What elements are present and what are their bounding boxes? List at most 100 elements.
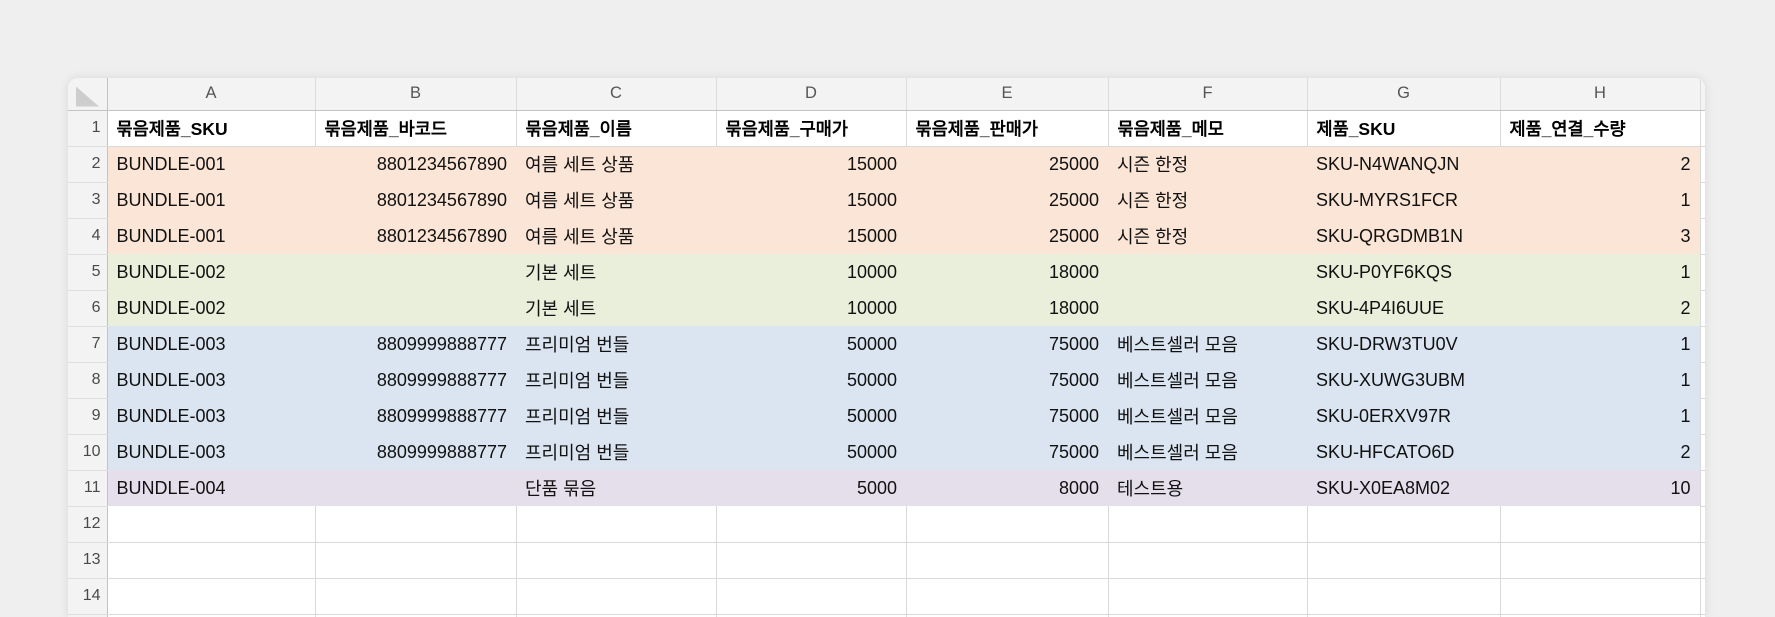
cell-H2[interactable]: 2: [1500, 146, 1700, 182]
cell-G12[interactable]: [1307, 506, 1501, 543]
cell-A12[interactable]: [107, 506, 316, 543]
cell-G8[interactable]: SKU-XUWG3UBM: [1307, 362, 1500, 398]
cell-H10[interactable]: 2: [1500, 434, 1700, 470]
cell-F1[interactable]: 묶음제품_메모: [1108, 110, 1308, 147]
row-header-7[interactable]: 7: [68, 326, 108, 363]
row-header-3[interactable]: 3: [68, 182, 108, 219]
cell-B10[interactable]: 8809999888777: [315, 434, 516, 470]
cell-A2[interactable]: BUNDLE-001: [107, 146, 315, 182]
cell-E11[interactable]: 8000: [906, 470, 1108, 506]
column-header-C[interactable]: C: [516, 78, 717, 111]
cell-B8[interactable]: 8809999888777: [315, 362, 516, 398]
cell-H12[interactable]: [1500, 506, 1701, 543]
cell-G10[interactable]: SKU-HFCATO6D: [1307, 434, 1500, 470]
cell-G1[interactable]: 제품_SKU: [1307, 110, 1501, 147]
cell-C13[interactable]: [516, 542, 717, 579]
cell-B7[interactable]: 8809999888777: [315, 326, 516, 362]
cell-E4[interactable]: 25000: [906, 218, 1108, 254]
cell-E9[interactable]: 75000: [906, 398, 1108, 434]
cell-H5[interactable]: 1: [1500, 254, 1700, 290]
row-header-5[interactable]: 5: [68, 254, 108, 291]
cell-H14[interactable]: [1500, 578, 1701, 615]
cell-C2[interactable]: 여름 세트 상품: [516, 146, 716, 182]
cell-E1[interactable]: 묶음제품_판매가: [906, 110, 1109, 147]
cell-D14[interactable]: [716, 578, 907, 615]
cell-H8[interactable]: 1: [1500, 362, 1700, 398]
cell-F13[interactable]: [1108, 542, 1308, 579]
cell-C7[interactable]: 프리미엄 번들: [516, 326, 716, 362]
cell-F11[interactable]: 테스트용: [1108, 470, 1307, 506]
cell-F8[interactable]: 베스트셀러 모음: [1108, 362, 1307, 398]
row-header-2[interactable]: 2: [68, 146, 108, 183]
cell-A11[interactable]: BUNDLE-004: [107, 470, 315, 506]
cell-C11[interactable]: 단품 묶음: [516, 470, 716, 506]
cell-E13[interactable]: [906, 542, 1109, 579]
column-header-B[interactable]: B: [315, 78, 517, 111]
cell-D3[interactable]: 15000: [716, 182, 906, 218]
cell-C9[interactable]: 프리미엄 번들: [516, 398, 716, 434]
cell-D7[interactable]: 50000: [716, 326, 906, 362]
cell-B1[interactable]: 묶음제품_바코드: [315, 110, 517, 147]
cell-H9[interactable]: 1: [1500, 398, 1700, 434]
cell-G11[interactable]: SKU-X0EA8M02: [1307, 470, 1500, 506]
cell-D11[interactable]: 5000: [716, 470, 906, 506]
cell-D5[interactable]: 10000: [716, 254, 906, 290]
row-header-10[interactable]: 10: [68, 434, 108, 471]
cell-G13[interactable]: [1307, 542, 1501, 579]
cell-A8[interactable]: BUNDLE-003: [107, 362, 315, 398]
column-header-D[interactable]: D: [716, 78, 907, 111]
cell-G4[interactable]: SKU-QRGDMB1N: [1307, 218, 1500, 254]
column-header-A[interactable]: A: [107, 78, 316, 111]
cell-F7[interactable]: 베스트셀러 모음: [1108, 326, 1307, 362]
cell-D13[interactable]: [716, 542, 907, 579]
cell-A7[interactable]: BUNDLE-003: [107, 326, 315, 362]
cell-G7[interactable]: SKU-DRW3TU0V: [1307, 326, 1500, 362]
row-header-11[interactable]: 11: [68, 470, 108, 507]
cell-H4[interactable]: 3: [1500, 218, 1700, 254]
cell-G2[interactable]: SKU-N4WANQJN: [1307, 146, 1500, 182]
cell-F5[interactable]: [1108, 254, 1307, 290]
row-header-13[interactable]: 13: [68, 542, 108, 579]
cell-H11[interactable]: 10: [1500, 470, 1700, 506]
cell-B6[interactable]: [315, 290, 516, 326]
cell-B13[interactable]: [315, 542, 517, 579]
cell-F12[interactable]: [1108, 506, 1308, 543]
cell-A6[interactable]: BUNDLE-002: [107, 290, 315, 326]
row-header-14[interactable]: 14: [68, 578, 108, 615]
cell-H13[interactable]: [1500, 542, 1701, 579]
cell-F6[interactable]: [1108, 290, 1307, 326]
cell-D12[interactable]: [716, 506, 907, 543]
cell-C3[interactable]: 여름 세트 상품: [516, 182, 716, 218]
row-header-6[interactable]: 6: [68, 290, 108, 327]
cell-C8[interactable]: 프리미엄 번들: [516, 362, 716, 398]
cell-G6[interactable]: SKU-4P4I6UUE: [1307, 290, 1500, 326]
cell-B14[interactable]: [315, 578, 517, 615]
cell-A9[interactable]: BUNDLE-003: [107, 398, 315, 434]
cell-F4[interactable]: 시즌 한정: [1108, 218, 1307, 254]
cell-D6[interactable]: 10000: [716, 290, 906, 326]
cell-H6[interactable]: 2: [1500, 290, 1700, 326]
cell-E7[interactable]: 75000: [906, 326, 1108, 362]
cell-A10[interactable]: BUNDLE-003: [107, 434, 315, 470]
cell-E8[interactable]: 75000: [906, 362, 1108, 398]
cell-E5[interactable]: 18000: [906, 254, 1108, 290]
cell-B12[interactable]: [315, 506, 517, 543]
row-header-8[interactable]: 8: [68, 362, 108, 399]
cell-C5[interactable]: 기본 세트: [516, 254, 716, 290]
cell-G3[interactable]: SKU-MYRS1FCR: [1307, 182, 1500, 218]
cell-G9[interactable]: SKU-0ERXV97R: [1307, 398, 1500, 434]
cell-B11[interactable]: [315, 470, 516, 506]
cell-B2[interactable]: 8801234567890: [315, 146, 516, 182]
column-header-E[interactable]: E: [906, 78, 1109, 111]
cell-F3[interactable]: 시즌 한정: [1108, 182, 1307, 218]
cell-A5[interactable]: BUNDLE-002: [107, 254, 315, 290]
cell-D8[interactable]: 50000: [716, 362, 906, 398]
row-header-9[interactable]: 9: [68, 398, 108, 435]
cell-H1[interactable]: 제품_연결_수량: [1500, 110, 1701, 147]
cell-G14[interactable]: [1307, 578, 1501, 615]
cell-B9[interactable]: 8809999888777: [315, 398, 516, 434]
cell-E12[interactable]: [906, 506, 1109, 543]
cell-A13[interactable]: [107, 542, 316, 579]
row-header-12[interactable]: 12: [68, 506, 108, 543]
row-header-1[interactable]: 1: [68, 110, 108, 147]
